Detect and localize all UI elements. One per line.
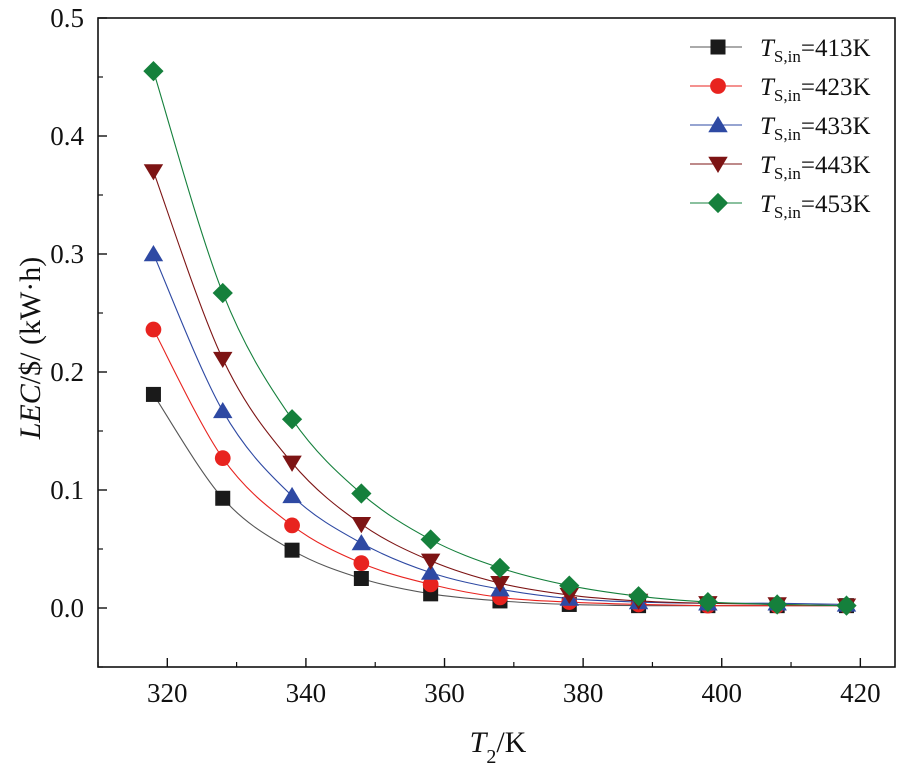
legend-item: TS,in=443K [690,152,871,183]
data-point [490,576,510,593]
data-point [351,517,372,534]
x-tick-label: 380 [563,678,604,708]
legend-label-sub: S,in [774,125,801,144]
data-point [281,409,303,430]
series-line [152,70,847,607]
data-point [422,576,439,593]
legend-item: TS,in=433K [690,113,871,144]
axis-titles: T2/K LEC/$/ (kW·h) [14,257,527,765]
legend: TS,in=413KTS,in=423KTS,in=433KTS,in=443K… [690,35,871,222]
legend-marker [710,78,726,94]
x-axis-title-main: T [470,726,489,759]
data-point [284,517,300,534]
legend-label-rest: =433K [801,113,871,140]
data-point [353,555,370,572]
y-tick-label: 0.3 [50,239,84,269]
legend-item: TS,in=453K [690,191,871,222]
y-axis-title-rest: /$/ (kW·h) [14,257,47,384]
y-axis-title: LEC/$/ (kW·h) [14,257,47,441]
data-point [212,282,233,304]
plot-frame [97,17,896,668]
data-point [559,575,580,596]
y-tick-label: 0.5 [50,3,84,33]
data-point [353,571,369,586]
data-point [213,401,233,419]
legend-label: TS,in=453K [760,191,871,222]
series-group [143,60,857,616]
legend-item: TS,in=423K [690,74,871,105]
y-axis-title-main: LEC [14,383,47,440]
data-point [420,553,441,570]
series-line [152,171,847,607]
legend-label-sub: S,in [774,164,801,183]
data-point [489,557,511,579]
data-point [214,450,231,467]
data-point [215,490,231,506]
x-axis-title-sub: 2 [486,746,496,765]
data-point [351,483,372,504]
series-443K [143,164,857,615]
series-line [152,253,847,606]
legend-label-sub: S,in [774,203,801,222]
data-point [559,587,579,605]
data-point [420,563,441,580]
data-point [282,455,302,472]
y-tick-label: 0.2 [50,357,84,387]
y-tick-label: 0.1 [50,475,84,505]
x-axis-title-rest: /K [496,726,526,759]
legend-label: TS,in=443K [760,152,871,183]
data-point [284,542,300,558]
x-tick-label: 320 [147,678,188,708]
data-point [143,164,164,181]
legend-item: TS,in=413K [690,35,871,66]
data-point [145,321,162,338]
y-tick-label: 0.0 [50,593,84,623]
legend-label-rest: =443K [801,152,871,179]
legend-label-sub: S,in [774,86,801,105]
data-point [420,529,441,550]
legend-label-rest: =423K [801,74,871,101]
series-453K [143,60,857,616]
data-point [213,351,233,369]
legend-label-main: T [760,152,776,179]
legend-marker [710,39,726,55]
data-point [697,591,719,613]
data-point [282,486,302,504]
y-tick-label: 0.4 [50,121,84,151]
data-point [767,594,788,615]
legend-marker [707,192,729,214]
legend-marker [708,116,728,133]
legend-label-main: T [760,113,776,140]
x-axis-title: T2/K [470,726,527,765]
series-line [152,329,847,607]
data-point [836,595,857,616]
data-point [145,386,161,402]
axes: 320 340 360 380 400 420 0.0 0.1 0.2 0.3 0.4 0.5 [50,3,896,708]
legend-label-main: T [760,74,776,101]
x-tick-label: 360 [424,678,465,708]
x-tick-label: 340 [286,678,327,708]
legend-label-rest: =413K [801,35,871,62]
legend-label-main: T [760,35,776,62]
x-tick-label: 400 [701,678,742,708]
legend-label-sub: S,in [774,47,801,66]
data-point [143,60,164,82]
legend-label: TS,in=433K [760,113,871,144]
data-point [628,586,649,607]
data-point [143,245,164,262]
data-point [351,534,372,551]
legend-label: TS,in=413K [760,35,871,66]
series-433K [143,245,857,612]
x-tick-label: 420 [840,678,881,708]
legend-label-main: T [760,191,776,218]
legend-label-rest: =453K [801,191,871,218]
legend-marker [708,156,728,173]
legend-label: TS,in=423K [760,74,871,105]
